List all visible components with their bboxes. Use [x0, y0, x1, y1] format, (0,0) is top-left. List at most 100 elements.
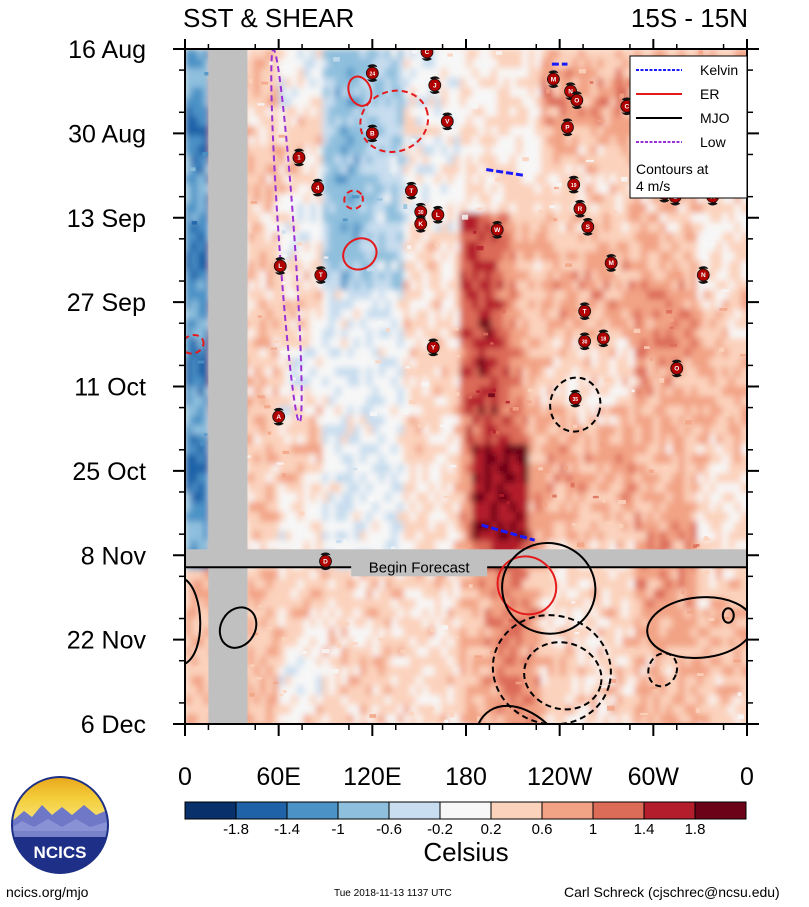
heatmap-cell: [565, 251, 577, 262]
heatmap-cell: [653, 444, 665, 455]
heatmap-cell: [709, 357, 721, 368]
heatmap-cell: [740, 511, 747, 522]
heatmap-cell: [428, 425, 440, 436]
heatmap-cell: [316, 444, 327, 455]
heatmap-cell: [416, 116, 427, 127]
heatmap-cell: [359, 270, 371, 281]
heatmap-cell: [565, 155, 577, 166]
heatmap-cell: [297, 251, 309, 262]
heatmap-cell: [391, 212, 402, 224]
heatmap-cell: [547, 193, 558, 204]
heatmap-cell: [503, 203, 515, 214]
heatmap-cell: [584, 502, 596, 513]
heatmap-cell: [397, 58, 409, 69]
heatmap-cell: [728, 463, 740, 474]
heatmap-cell: [622, 405, 633, 416]
heatmap-cell: [372, 454, 384, 465]
heatmap-cell: [378, 492, 390, 503]
heatmap-cell: [490, 135, 502, 146]
heatmap-cell: [590, 540, 602, 551]
heatmap-cell: [347, 251, 359, 262]
heatmap-cell: [197, 97, 209, 108]
heatmap-cell: [484, 319, 496, 330]
heatmap-cell: [322, 376, 334, 387]
heatmap-cell: [559, 492, 571, 503]
heatmap-cell: [278, 49, 290, 60]
heatmap-cell: [303, 97, 315, 108]
heatmap-cell: [253, 261, 265, 272]
heatmap-cell: [422, 270, 434, 281]
heatmap-cell: [422, 540, 434, 551]
heatmap-cell: [534, 290, 546, 301]
heatmap-cell: [191, 367, 203, 378]
heatmap-cell: [653, 290, 665, 301]
heatmap-cell: [665, 415, 677, 426]
heatmap-cell: [697, 319, 708, 330]
heatmap-cell: [303, 280, 315, 291]
heatmap-cell: [197, 502, 209, 513]
heatmap-cell: [559, 251, 571, 262]
heatmap-cell: [709, 280, 721, 291]
heatmap-cell: [659, 357, 671, 368]
heatmap-cell: [478, 309, 490, 320]
heatmap-cell: [515, 77, 527, 89]
heatmap-cell: [441, 135, 452, 146]
heatmap-cell: [297, 376, 309, 387]
heatmap-cell: [341, 405, 352, 416]
heatmap-cell: [428, 357, 440, 368]
heatmap-cell: [515, 145, 527, 156]
heatmap-cell: [565, 145, 577, 156]
heatmap-cell: [397, 473, 409, 484]
heatmap-cell: [690, 502, 702, 513]
heatmap-cell: [522, 106, 533, 117]
heatmap-cell: [403, 203, 415, 214]
heatmap-cell: [397, 97, 409, 108]
heatmap-cell: [603, 164, 615, 175]
heatmap-cell: [328, 203, 340, 214]
heatmap-cell: [472, 463, 484, 474]
heatmap-cell: [353, 473, 365, 484]
heatmap-cell: [278, 106, 290, 117]
heatmap-cell: [603, 68, 615, 79]
heatmap-cell: [572, 569, 583, 580]
heatmap-cell: [247, 290, 259, 301]
heatmap-cell: [197, 415, 209, 426]
heatmap-cell: [397, 434, 409, 445]
heatmap-cell: [634, 280, 646, 291]
heatmap-cell: [584, 135, 596, 146]
heatmap-cell: [291, 232, 302, 243]
heatmap-cell: [247, 357, 259, 368]
heatmap-cell: [615, 367, 627, 378]
heatmap-cell: [253, 376, 265, 387]
heatmap-cell: [259, 540, 271, 551]
heatmap-cell: [547, 164, 558, 175]
heatmap-cell: [185, 58, 196, 69]
heatmap-cell: [353, 261, 365, 272]
heatmap-cell: [715, 280, 727, 291]
heatmap-cell: [640, 347, 652, 359]
heatmap-cell: [422, 241, 434, 252]
heatmap-cell: [416, 261, 427, 272]
heatmap-cell: [634, 222, 646, 233]
heatmap-cell: [572, 357, 583, 368]
heatmap-cell: [522, 222, 533, 233]
heatmap-cell: [590, 184, 602, 195]
heatmap-cell: [647, 309, 658, 320]
heatmap-cell: [553, 299, 565, 310]
heatmap-cell: [547, 415, 558, 426]
heatmap-cell: [609, 463, 621, 474]
heatmap-cell: [247, 444, 259, 455]
heatmap-cell: [447, 502, 459, 513]
heatmap-cell: [584, 68, 596, 79]
heatmap-cell: [578, 164, 590, 175]
heatmap-cell: [441, 531, 452, 542]
heatmap-cell: [303, 328, 315, 339]
heatmap-cell: [522, 319, 533, 330]
heatmap-cell: [609, 116, 621, 127]
heatmap-cell: [472, 540, 484, 551]
heatmap-cell: [334, 425, 346, 436]
heatmap-cell: [509, 212, 521, 224]
heatmap-cell: [597, 270, 608, 281]
heatmap-cell: [466, 338, 477, 349]
heatmap-cell: [272, 135, 284, 146]
